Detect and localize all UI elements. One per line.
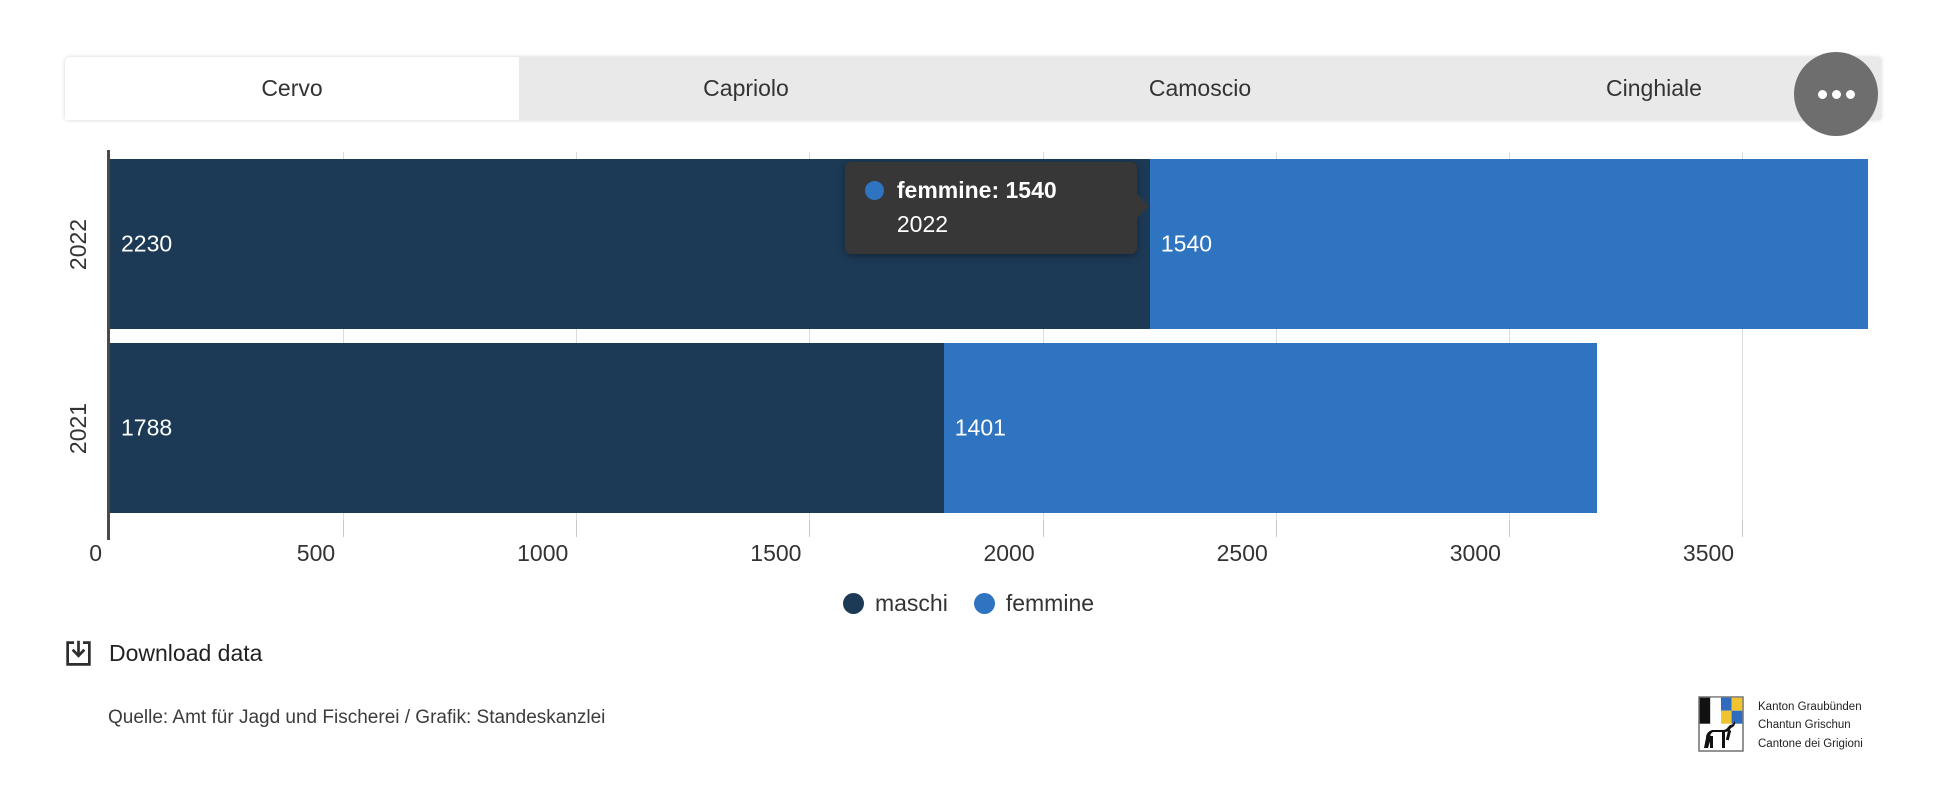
logo-line-de: Kanton Graubünden <box>1758 701 1862 713</box>
x-tick-label: 0 <box>89 540 102 566</box>
legend-marker <box>842 593 864 614</box>
gridline <box>343 152 345 520</box>
download-label: Download data <box>109 640 263 666</box>
more-tabs-button[interactable] <box>1794 52 1878 136</box>
axis-tick <box>343 520 345 537</box>
y-category-label-2022: 2022 <box>65 218 92 270</box>
legend-item-maschi[interactable]: maschi <box>842 590 948 617</box>
x-tick-label: 500 <box>296 540 336 566</box>
axis-tick <box>1508 520 1510 537</box>
chart-tooltip: femmine: 1540 2022 <box>844 162 1149 254</box>
legend-marker <box>973 593 995 614</box>
x-tick-label: 1000 <box>517 540 569 566</box>
gridline <box>1275 152 1277 520</box>
gridline <box>1042 152 1044 520</box>
x-tick-label: 3500 <box>1682 540 1735 566</box>
axis-tick <box>1742 520 1744 537</box>
logo-line-rm: Chantun Grischun <box>1758 719 1851 732</box>
y-category-label-2021: 2021 <box>65 402 92 454</box>
legend-label: femmine <box>1005 590 1095 616</box>
tab-capriolo[interactable]: Capriolo <box>703 75 789 101</box>
x-tick-label: 1500 <box>750 540 802 566</box>
tooltip-series-marker <box>864 181 884 200</box>
tooltip-line1: femmine: 1540 <box>864 177 1117 204</box>
tab-bar: Cervo Capriolo Camoscio Cinghiale <box>65 57 1881 120</box>
graubuenden-coat-of-arms-icon <box>1698 696 1744 752</box>
download-icon <box>66 640 91 666</box>
bar-value-label: 1788 <box>121 414 173 441</box>
chart-legend: maschi femmine <box>0 590 1937 617</box>
bar-value-label: 2230 <box>121 230 173 257</box>
axis-tick <box>1275 520 1277 537</box>
source-caption: Quelle: Amt für Jagd und Fischerei / Gra… <box>108 707 606 728</box>
tab-cinghiale[interactable]: Cinghiale <box>1606 75 1702 101</box>
axis-tick <box>576 520 578 537</box>
gridline <box>576 152 578 520</box>
axis-tick <box>809 520 811 537</box>
gridline <box>809 152 811 520</box>
bar-2021-femmine[interactable]: 1401 <box>943 343 1598 513</box>
y-axis-line <box>107 150 110 540</box>
tab-cervo[interactable]: Cervo <box>65 57 519 120</box>
canton-logo: Kanton Graubünden Chantun Grischun Canto… <box>1698 696 1863 753</box>
bar-value-label: 1540 <box>1160 230 1213 257</box>
gridline <box>1508 152 1510 520</box>
x-tick-label: 3000 <box>1449 540 1501 566</box>
x-tick-label: 2500 <box>1216 540 1268 566</box>
ibex-figure <box>1704 721 1736 748</box>
bar-2022-femmine[interactable]: 1540 <box>1149 159 1868 329</box>
axis-tick <box>1042 520 1044 537</box>
bar-2021-maschi[interactable]: 1788 <box>110 343 944 513</box>
plot-area: 0 500 1000 1500 2000 2500 3000 3500 2230 1540 1788… <box>89 150 1868 566</box>
bar-value-label: 1401 <box>954 414 1006 441</box>
tooltip-category-text: 2022 <box>896 211 949 237</box>
gridline <box>1742 152 1744 520</box>
download-data-link[interactable]: Download data <box>63 638 262 669</box>
logo-line-it: Cantone dei Grigioni <box>1758 737 1863 750</box>
tab-camoscio[interactable]: Camoscio <box>1148 75 1252 101</box>
ellipsis-icon <box>1817 89 1855 99</box>
legend-label: maschi <box>874 590 948 616</box>
tooltip-value-text: femmine: 1540 <box>896 177 1057 203</box>
tooltip-callout-arrow <box>1135 193 1149 219</box>
canton-logo-text: Kanton Graubünden Chantun Grischun Canto… <box>1758 696 1863 753</box>
x-tick-label: 2000 <box>983 540 1035 566</box>
legend-item-femmine[interactable]: femmine <box>973 590 1095 617</box>
